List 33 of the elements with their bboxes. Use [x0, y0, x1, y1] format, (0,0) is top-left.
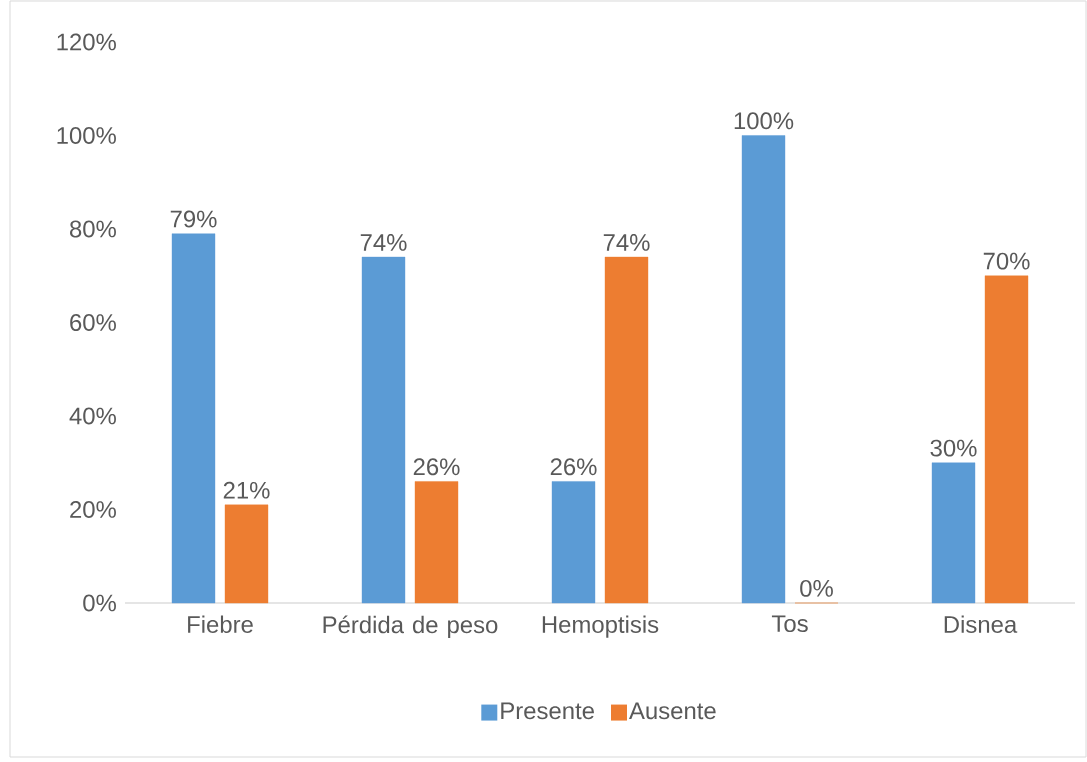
bar: [604, 256, 649, 604]
y-tick-label: 20%: [70, 501, 116, 518]
x-tick-label: Hemoptisis: [542, 615, 659, 638]
bar: [224, 504, 269, 604]
y-tick-label: 100%: [57, 127, 116, 144]
data-label: 74%: [603, 234, 650, 251]
bar: [414, 481, 459, 604]
x-tick-label: Fiebre: [188, 615, 253, 633]
legend-label: Presente: [501, 702, 594, 720]
bar: [741, 135, 786, 604]
data-label: 30%: [930, 439, 977, 457]
y-tick-label: 60%: [70, 314, 116, 331]
x-tick-label: Pérdida de peso: [323, 615, 498, 638]
legend-label: Ausente: [629, 702, 716, 720]
data-label: 26%: [413, 458, 460, 476]
data-label: 74%: [360, 234, 407, 251]
bar: [931, 462, 976, 604]
x-tick-label: Disnea: [944, 615, 1018, 633]
y-tick-label: 0%: [83, 594, 116, 612]
x-tick-label: Tos: [771, 615, 808, 633]
y-tick-label: 80%: [70, 220, 116, 238]
y-tick-label: 40%: [69, 407, 116, 425]
data-label: 100%: [734, 112, 794, 130]
bar: [984, 275, 1029, 604]
data-label: 26%: [550, 458, 597, 476]
bar: [361, 256, 406, 604]
y-tick-label: 120%: [57, 33, 116, 51]
data-label: 21%: [223, 481, 270, 499]
data-label: 70%: [983, 252, 1030, 270]
bar: [171, 233, 216, 604]
data-label: 79%: [170, 210, 217, 228]
data-label: 0%: [800, 579, 833, 597]
bar: [551, 481, 596, 604]
